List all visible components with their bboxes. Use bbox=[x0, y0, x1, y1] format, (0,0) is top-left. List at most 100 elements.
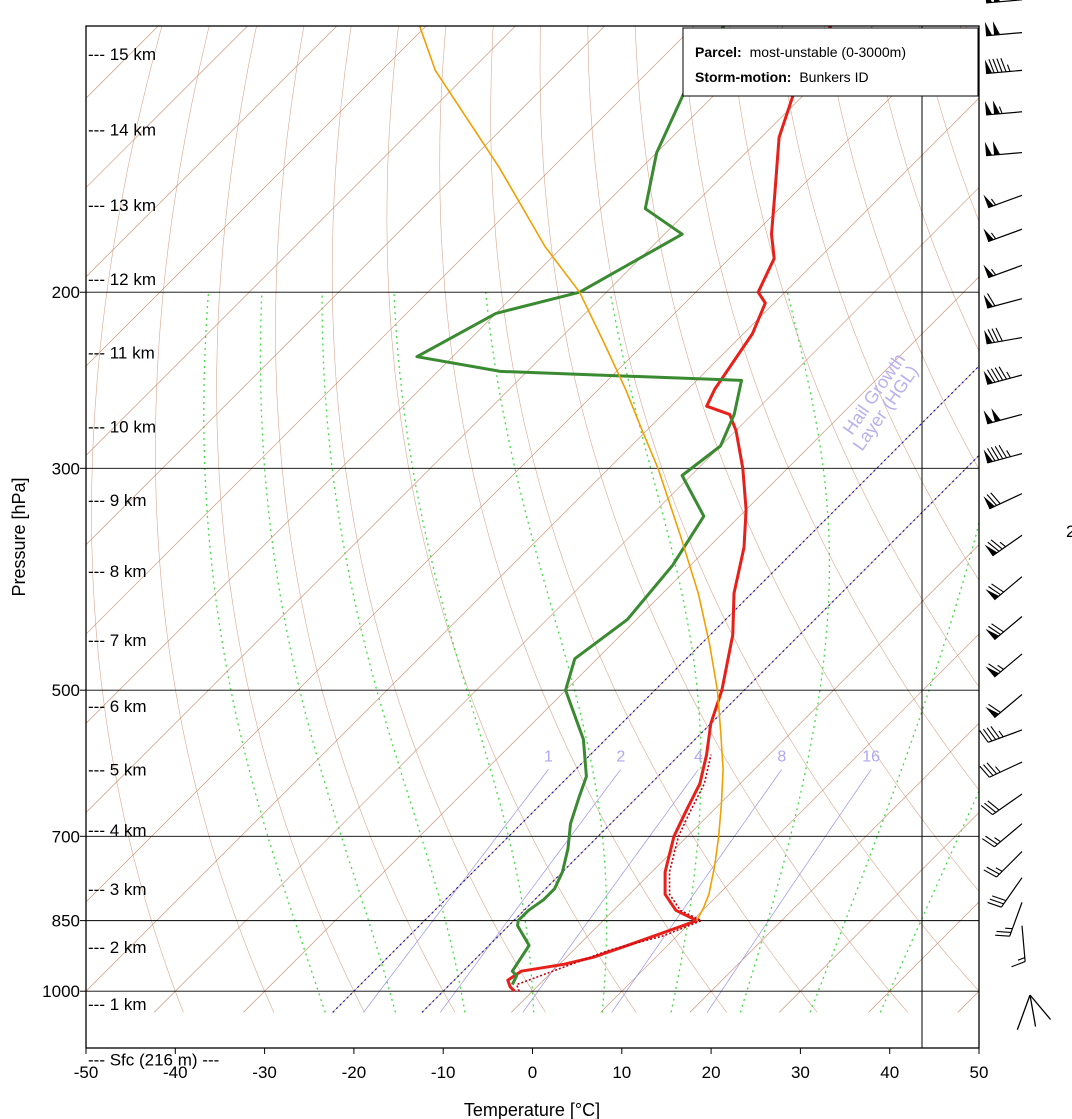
isotherm bbox=[153, 187, 979, 1013]
height-label: --- 13 km bbox=[88, 196, 156, 215]
barb-staff bbox=[996, 851, 1023, 878]
surface-wind-mark bbox=[1016, 994, 1031, 1030]
isotherm bbox=[86, 26, 338, 278]
x-tick-label: 50 bbox=[970, 1063, 989, 1082]
height-label: --- 9 km bbox=[88, 491, 147, 510]
y-tick-label: 100 bbox=[52, 0, 80, 1]
barb-pennant bbox=[992, 21, 1001, 36]
y-tick-label: 850 bbox=[52, 912, 80, 931]
barb-flag bbox=[987, 901, 1002, 908]
barb-staff bbox=[1000, 877, 1023, 908]
isotherm bbox=[86, 26, 427, 367]
hgl-isotherm bbox=[421, 454, 979, 1013]
barb-half-flag bbox=[998, 730, 1004, 738]
barb-pennant bbox=[985, 0, 993, 3]
legend-box: Parcel: most-unstable (0-3000m) Storm-mo… bbox=[682, 27, 979, 97]
moist-adiabat bbox=[393, 292, 535, 1013]
barb-flag bbox=[994, 367, 1004, 381]
barb-flag bbox=[987, 541, 1000, 552]
barb-pennant bbox=[984, 544, 998, 556]
x-tick-label: -20 bbox=[342, 1063, 367, 1082]
mixing-ratio-line bbox=[440, 769, 622, 1013]
barb-pennant bbox=[993, 0, 1001, 3]
barb-half-flag bbox=[1006, 371, 1011, 379]
barb-flag bbox=[990, 726, 1000, 739]
barb-half-flag bbox=[990, 232, 997, 240]
barb-staff bbox=[986, 336, 1023, 345]
wind-barb bbox=[983, 408, 1023, 425]
profile-series bbox=[415, 26, 833, 993]
isotherm bbox=[511, 544, 979, 1013]
y-tick-label: 500 bbox=[52, 681, 80, 700]
wind-barb bbox=[984, 57, 1023, 75]
barb-pennant bbox=[984, 59, 993, 74]
x-tick-label: 20 bbox=[702, 1063, 721, 1082]
height-label: --- 10 km bbox=[88, 418, 156, 437]
x-tick-label: -10 bbox=[431, 1063, 456, 1082]
wind-barb bbox=[985, 576, 1023, 601]
isotherm bbox=[86, 26, 516, 456]
legend-frame bbox=[682, 27, 979, 97]
legend-storm-value: Bunkers ID bbox=[799, 69, 868, 85]
barb-flag bbox=[992, 58, 999, 73]
barb-pennant bbox=[992, 100, 1001, 115]
barb-half-flag bbox=[990, 268, 997, 276]
wind-barb bbox=[985, 653, 1023, 678]
barb-flag bbox=[979, 765, 990, 778]
wind-barb bbox=[983, 444, 1023, 464]
mixing-ratio-label: 16 bbox=[862, 748, 880, 765]
x-tick-label: 40 bbox=[880, 1063, 899, 1082]
dry-adiabat bbox=[776, 26, 979, 581]
barb-pennant bbox=[983, 228, 994, 242]
clipped-edge-label: 2 bbox=[1066, 522, 1072, 541]
isotherm bbox=[86, 26, 874, 814]
barb-flag bbox=[982, 838, 995, 848]
barb-flag bbox=[987, 329, 995, 343]
barb-half-flag bbox=[1006, 64, 1011, 72]
legend-storm-key: Storm-motion: bbox=[695, 69, 791, 85]
wind-barb bbox=[985, 0, 1023, 4]
barb-flag bbox=[996, 930, 1012, 933]
legend-parcel-key: Parcel: bbox=[695, 44, 742, 60]
barb-flag bbox=[988, 663, 1001, 673]
x-tick-label: -40 bbox=[163, 1063, 188, 1082]
mixing-ratio-labels: 1 2 4 8 16 bbox=[544, 748, 880, 765]
surface-wind-mark bbox=[1029, 994, 1052, 1020]
barb-flag bbox=[986, 762, 998, 775]
isotherm bbox=[243, 276, 979, 1013]
x-tick-label: 10 bbox=[612, 1063, 631, 1082]
barb-flag bbox=[998, 444, 1008, 459]
dry-adiabats bbox=[91, 26, 979, 1013]
isobars bbox=[86, 291, 979, 992]
wind-barb bbox=[984, 21, 1023, 37]
wind-barb bbox=[995, 902, 1023, 937]
barb-flag bbox=[983, 764, 994, 776]
barb-half-flag bbox=[990, 198, 997, 206]
barb-half-flag bbox=[1017, 957, 1025, 961]
barb-flag bbox=[991, 583, 1004, 593]
barb-half-flag bbox=[995, 867, 1003, 872]
dry-adiabat bbox=[331, 26, 546, 1013]
dry-adiabat bbox=[91, 26, 184, 1013]
wind-barb bbox=[987, 877, 1023, 908]
barb-flag bbox=[983, 869, 997, 878]
barb-flag bbox=[1000, 57, 1007, 72]
barb-pennant bbox=[991, 408, 1001, 422]
barb-flag bbox=[991, 328, 999, 342]
barb-flag bbox=[986, 727, 997, 740]
barb-flag bbox=[987, 800, 1000, 811]
barb-half-flag bbox=[995, 766, 1001, 773]
isotherm bbox=[86, 26, 606, 546]
barb-pennant bbox=[984, 100, 993, 115]
wind-barb bbox=[983, 264, 1023, 279]
barb-flag bbox=[1011, 961, 1026, 968]
barb-flag bbox=[990, 447, 1000, 461]
barb-pennant bbox=[983, 410, 994, 424]
dry-adiabat bbox=[386, 26, 637, 1013]
barb-flag bbox=[989, 898, 1004, 905]
dry-adiabat bbox=[682, 26, 979, 791]
barb-flag bbox=[986, 369, 996, 383]
dry-adiabat bbox=[439, 26, 727, 1013]
barb-pennant bbox=[984, 330, 993, 344]
series-parcel-most-unstable- bbox=[418, 26, 724, 921]
